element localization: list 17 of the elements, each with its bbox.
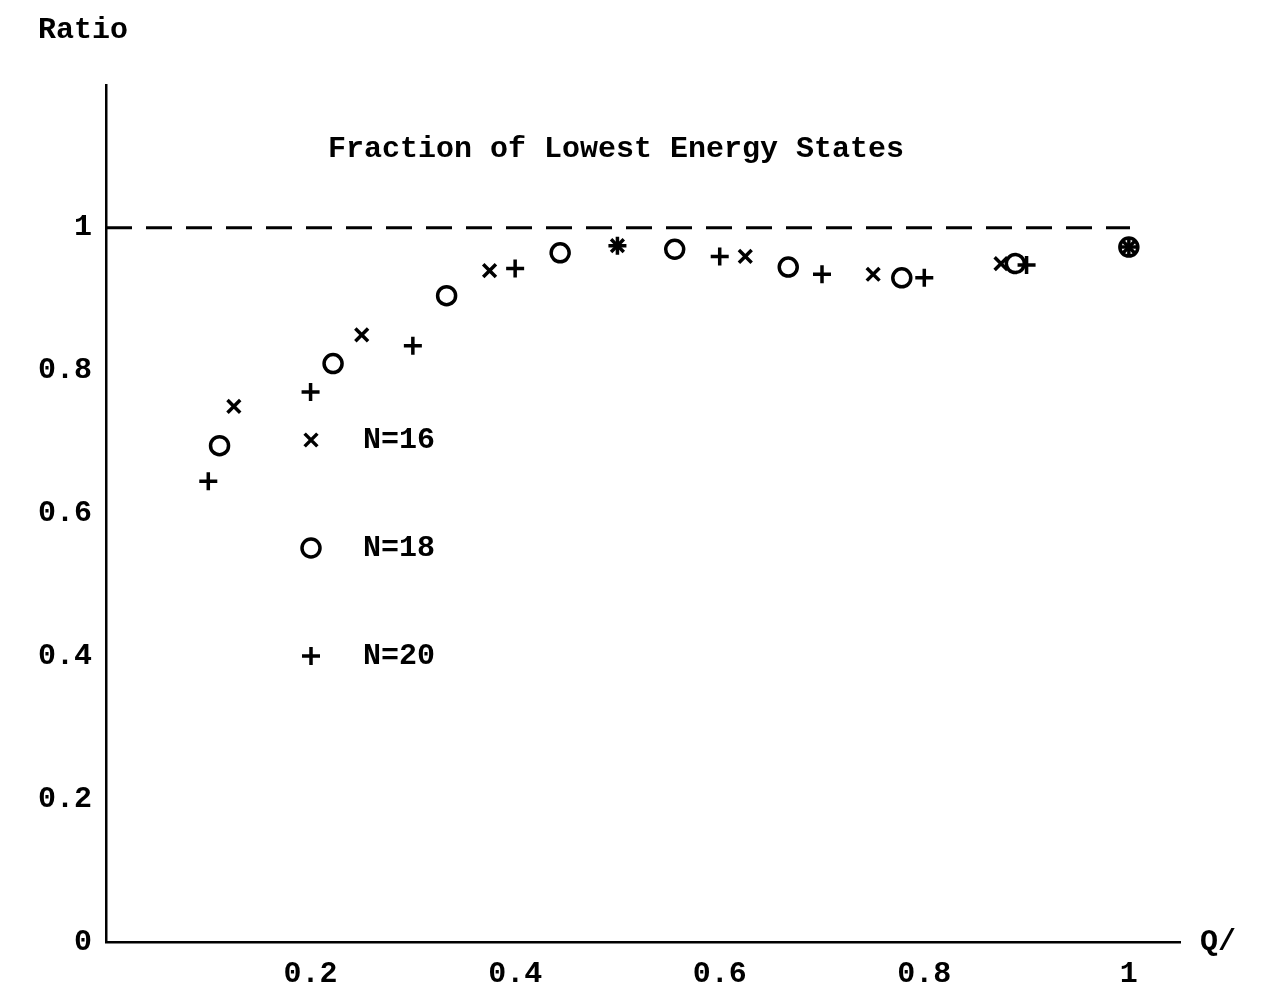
x-tick-label: 0.8: [897, 956, 952, 989]
legend-label: N=18: [363, 530, 436, 565]
y-axis-title: Ratio: [38, 12, 129, 47]
y-tick-label: 1: [73, 210, 92, 245]
x-tick-label: 0.4: [488, 956, 543, 989]
y-tick-label: 0.4: [37, 638, 92, 673]
x-tick-label: 0.6: [692, 956, 747, 989]
x-axis-title: Q/: [1200, 924, 1237, 959]
x-tick-label: 0.2: [283, 956, 338, 989]
y-tick-label: 0.2: [37, 781, 92, 816]
legend-label: N=16: [363, 422, 436, 457]
y-tick-label: 0: [73, 924, 92, 959]
legend-label: N=20: [363, 638, 436, 673]
y-tick-label: 0.8: [37, 353, 92, 388]
text: Fraction of Lowest Energy States: [327, 131, 905, 166]
x-tick-label: 1: [1119, 956, 1138, 989]
y-tick-label: 0.6: [37, 496, 92, 531]
